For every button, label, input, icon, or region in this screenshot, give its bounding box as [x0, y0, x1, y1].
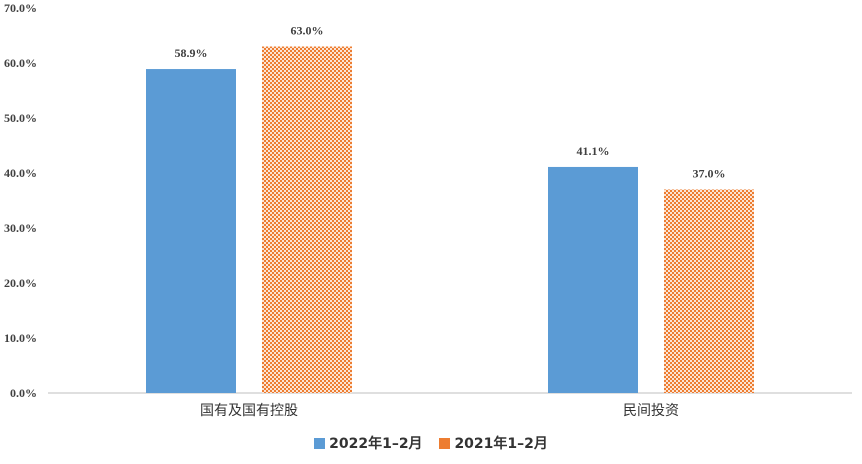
data-label: 41.1%: [577, 144, 610, 158]
data-label: 58.9%: [175, 46, 208, 60]
y-tick-label: 10.0%: [4, 331, 37, 345]
legend-item-2022: 2022年1–2月: [314, 433, 423, 453]
y-tick-label: 60.0%: [4, 56, 37, 70]
data-labels: 58.9% 63.0% 41.1% 37.0%: [175, 24, 726, 181]
legend-swatch-2021: [439, 437, 451, 449]
y-tick-label: 0.0%: [10, 386, 37, 400]
y-tick-label: 40.0%: [4, 166, 37, 180]
legend-item-2021: 2021年1–2月: [439, 433, 548, 453]
y-tick-label: 30.0%: [4, 221, 37, 235]
data-label: 63.0%: [291, 24, 324, 38]
y-tick-label: 50.0%: [4, 111, 37, 125]
y-tick-label: 20.0%: [4, 276, 37, 290]
y-axis-ticks: 0.0% 10.0% 20.0% 30.0% 40.0% 50.0% 60.0% 70.0%: [4, 1, 37, 400]
legend-label-2021: 2021年1–2月: [454, 436, 548, 452]
category-labels: 国有及国有控股 民间投资: [200, 403, 679, 419]
bar-2021-state-owned: [262, 46, 352, 393]
data-label: 37.0%: [693, 167, 726, 181]
legend: 2022年1–2月 2021年1–2月: [0, 433, 862, 453]
bar-2021-private: [664, 189, 754, 393]
bar-2022-private: [548, 166, 638, 393]
bars: [146, 46, 754, 394]
legend-swatch-2022: [314, 437, 326, 449]
category-label: 国有及国有控股: [200, 403, 298, 419]
y-tick-label: 70.0%: [4, 1, 37, 15]
category-label: 民间投资: [623, 403, 679, 419]
legend-label-2022: 2022年1–2月: [329, 436, 423, 452]
bar-2022-state-owned: [146, 69, 236, 394]
